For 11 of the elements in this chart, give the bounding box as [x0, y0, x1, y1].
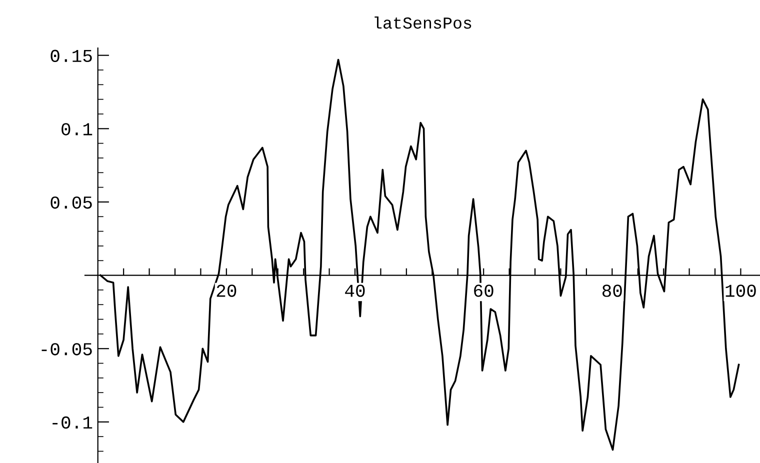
y-tick-label: 0.1: [62, 123, 92, 136]
y-tick-label: -0.05: [42, 343, 92, 356]
y-tick-label: 0.05: [50, 196, 92, 209]
x-tick-label: 60: [474, 284, 494, 297]
y-tick-label: -0.1: [52, 416, 92, 429]
chart-title: latSensPos: [374, 16, 472, 29]
y-tick-label: 0.15: [50, 50, 92, 62]
x-tick-label: 80: [602, 284, 622, 297]
x-tick-label: 20: [216, 284, 236, 297]
x-tick-label: 100: [726, 284, 756, 297]
x-tick-label: 40: [345, 284, 365, 297]
